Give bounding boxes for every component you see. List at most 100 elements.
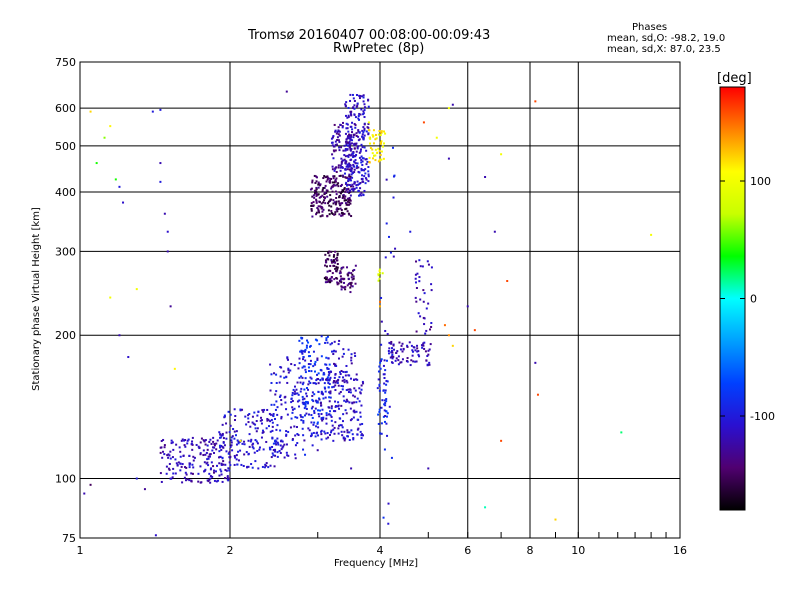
data-point: [289, 426, 292, 429]
data-point: [415, 286, 418, 289]
data-point: [389, 356, 392, 359]
data-point: [321, 214, 324, 217]
data-point: [260, 416, 263, 419]
data-point: [422, 344, 425, 347]
data-point: [336, 256, 339, 259]
data-point: [310, 370, 313, 373]
data-point: [220, 470, 223, 473]
data-point: [220, 448, 223, 451]
data-point: [192, 466, 195, 469]
data-point: [328, 372, 331, 375]
data-point: [493, 230, 496, 233]
data-point: [414, 349, 417, 352]
data-point: [355, 134, 358, 137]
data-point: [168, 454, 171, 457]
data-point: [309, 382, 312, 385]
data-point: [371, 152, 374, 155]
data-point: [320, 202, 323, 205]
data-point: [339, 270, 342, 273]
data-point: [328, 406, 331, 409]
data-point: [171, 456, 174, 459]
data-point: [333, 169, 336, 172]
data-point: [330, 276, 333, 279]
data-point: [310, 421, 313, 424]
data-point: [270, 418, 273, 421]
data-point: [279, 452, 282, 455]
data-point: [336, 281, 339, 284]
data-point: [272, 442, 275, 445]
data-point: [363, 146, 366, 149]
data-point: [351, 183, 354, 186]
data-point: [307, 363, 310, 366]
data-point: [274, 454, 277, 457]
data-point: [344, 140, 347, 143]
data-point: [351, 131, 354, 134]
data-point: [427, 302, 430, 305]
data-point: [354, 155, 357, 158]
data-point: [410, 344, 413, 347]
data-point: [369, 137, 372, 140]
data-point: [422, 300, 425, 303]
data-point: [315, 200, 318, 203]
data-point: [239, 449, 242, 452]
data-point: [334, 381, 337, 384]
data-point: [328, 413, 331, 416]
data-point: [346, 184, 349, 187]
data-point: [275, 400, 278, 403]
data-point: [303, 388, 306, 391]
data-point: [350, 134, 353, 137]
data-point: [332, 175, 335, 178]
data-point: [232, 428, 235, 431]
data-point: [357, 129, 360, 132]
data-point: [360, 169, 363, 172]
data-point: [345, 364, 348, 367]
data-point: [378, 384, 381, 387]
data-point: [332, 428, 335, 431]
data-point: [357, 427, 360, 430]
data-point: [239, 439, 242, 442]
data-point: [353, 171, 356, 174]
data-point: [324, 253, 327, 256]
data-point: [375, 137, 378, 140]
data-point: [329, 179, 332, 182]
data-point: [381, 272, 384, 275]
data-point: [304, 400, 307, 403]
data-point: [237, 440, 240, 443]
data-point: [353, 395, 356, 398]
data-point: [346, 154, 349, 157]
data-point: [316, 378, 319, 381]
data-point: [353, 401, 356, 404]
data-point: [293, 407, 296, 410]
data-point: [381, 399, 384, 402]
data-point: [345, 203, 348, 206]
data-point: [163, 446, 166, 449]
data-point: [384, 132, 387, 135]
data-point: [323, 382, 326, 385]
data-point: [224, 469, 227, 472]
data-point: [212, 440, 215, 443]
data-point: [166, 250, 169, 253]
data-point: [109, 296, 112, 299]
data-point: [249, 425, 252, 428]
data-point: [319, 183, 322, 186]
data-point: [190, 472, 193, 475]
data-point: [334, 184, 337, 187]
data-point: [359, 392, 362, 395]
data-point: [325, 378, 328, 381]
data-point: [317, 209, 320, 212]
data-point: [291, 408, 294, 411]
data-point: [333, 278, 336, 281]
data-point: [329, 199, 332, 202]
data-point: [388, 405, 391, 408]
data-point: [350, 276, 353, 279]
data-point: [324, 184, 327, 187]
data-point: [225, 431, 228, 434]
data-point: [362, 434, 365, 437]
data-point: [346, 144, 349, 147]
data-point: [369, 147, 372, 150]
data-point: [270, 373, 273, 376]
colorbar-tick-label: 100: [750, 175, 771, 188]
data-point: [221, 480, 224, 483]
data-point: [430, 266, 433, 269]
data-point: [345, 165, 348, 168]
